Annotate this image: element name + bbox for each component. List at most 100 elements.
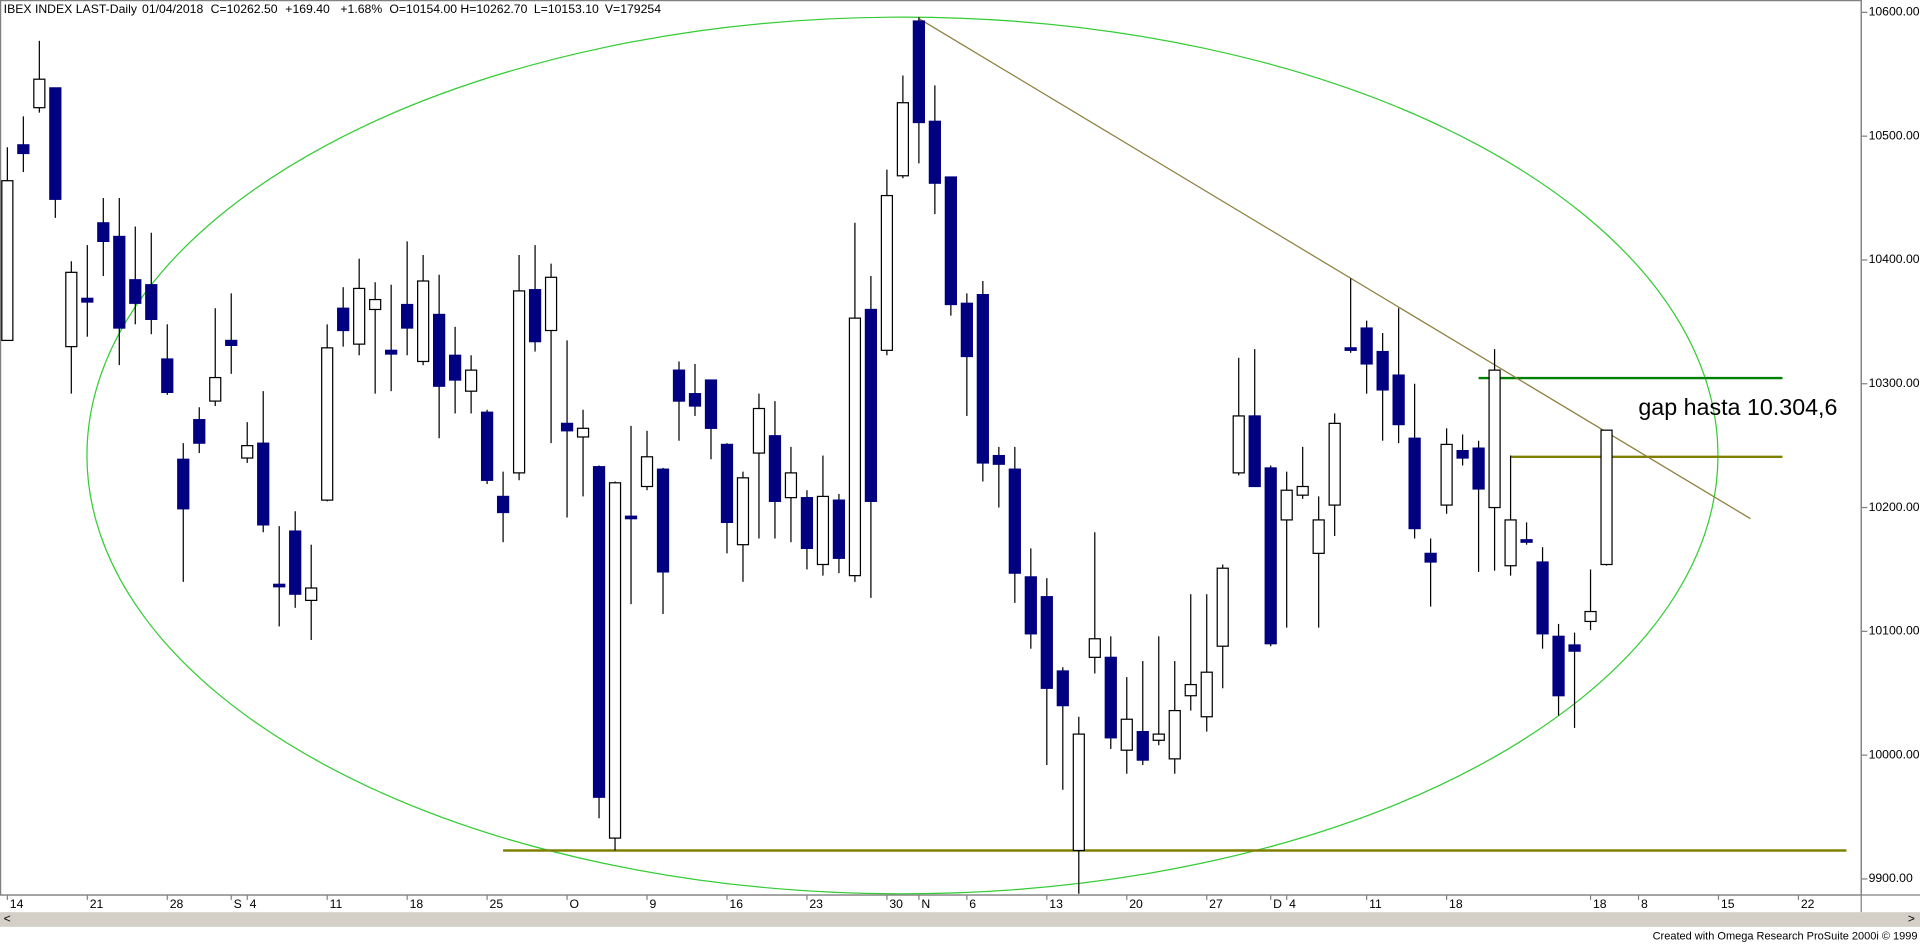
- candle-body: [720, 443, 734, 524]
- candle-body: [1232, 415, 1245, 474]
- y-tick-label: 10200.00: [1869, 500, 1920, 514]
- x-tick-label: 6: [969, 897, 976, 911]
- candle-body: [1552, 635, 1565, 697]
- info-item: L=10153.10: [534, 2, 599, 16]
- candle-body: [1296, 485, 1309, 496]
- candle-body: [1264, 467, 1277, 645]
- candle-body: [1088, 638, 1101, 658]
- candle-body: [1600, 429, 1613, 566]
- candle-body: [832, 499, 846, 559]
- candle-body: [768, 435, 782, 502]
- x-tick-label: 4: [1289, 897, 1296, 911]
- annotation: gap hasta 10.304,6: [1638, 394, 1837, 420]
- info-item: O=10154.00: [389, 2, 457, 16]
- x-tick-label: 18: [1593, 897, 1607, 911]
- candle-body: [1024, 576, 1037, 635]
- candle-body: [640, 456, 654, 488]
- candle-body: [672, 369, 686, 402]
- candle-body: [864, 308, 878, 502]
- candle-body: [417, 280, 430, 363]
- info-item: C=10262.50: [211, 2, 278, 16]
- candle-body: [976, 294, 989, 464]
- candle-body: [65, 271, 78, 348]
- chart-date: 01/04/2018: [142, 2, 203, 16]
- y-tick-label: 10300.00: [1869, 376, 1920, 390]
- candle-body: [528, 289, 542, 343]
- candle-body: [81, 297, 94, 303]
- candle-body: [1216, 567, 1229, 647]
- candle-body: [1248, 415, 1261, 488]
- scroll-right[interactable]: >: [1908, 912, 1915, 926]
- candle-body: [736, 477, 750, 546]
- candle-body: [97, 222, 110, 242]
- x-tick-label: D: [1273, 897, 1282, 911]
- candle-body: [1120, 718, 1133, 751]
- candle-body: [800, 497, 814, 550]
- x-tick-label: 18: [1449, 897, 1463, 911]
- chart-title: IBEX INDEX LAST-Daily: [4, 2, 138, 16]
- candle-body: [960, 302, 973, 358]
- x-tick-label: 25: [490, 897, 504, 911]
- candle-body: [928, 120, 941, 184]
- candle-body: [1168, 709, 1181, 760]
- candle-body: [448, 354, 462, 381]
- candle-body: [1456, 449, 1469, 459]
- candle-body: [1, 180, 14, 342]
- y-tick-label: 10100.00: [1869, 624, 1920, 638]
- candle-body: [1408, 437, 1421, 530]
- candle-body: [656, 468, 670, 573]
- candle-body: [241, 445, 254, 459]
- candle-body: [257, 442, 270, 526]
- candle-body: [209, 376, 222, 402]
- candle-body: [1008, 468, 1021, 574]
- candle-body: [1504, 519, 1517, 567]
- candle-body: [1312, 519, 1325, 554]
- candle-body: [1488, 369, 1501, 509]
- x-tick-label: 13: [1049, 897, 1063, 911]
- candle-body: [1280, 489, 1293, 521]
- candle-body: [816, 495, 830, 566]
- x-tick-label: 21: [90, 897, 104, 911]
- x-tick-label: 16: [729, 897, 743, 911]
- candle-body: [1584, 610, 1597, 623]
- candle-body: [1344, 347, 1357, 351]
- candle-body: [321, 347, 334, 501]
- candle-body: [225, 339, 238, 346]
- candle-body: [1520, 539, 1533, 543]
- candle-body: [880, 194, 894, 351]
- candle-body: [1200, 671, 1213, 718]
- candle-body: [1472, 447, 1485, 490]
- candle-body: [784, 472, 798, 499]
- candle-body: [592, 466, 606, 798]
- candle-body: [912, 20, 926, 124]
- candle-body: [1360, 327, 1373, 365]
- scroll-left[interactable]: <: [4, 912, 11, 926]
- candle-body: [544, 276, 558, 332]
- x-tick-label: 27: [1209, 897, 1223, 911]
- x-tick-label: 15: [1721, 897, 1735, 911]
- candle-body: [1424, 552, 1437, 563]
- candle-body: [1040, 596, 1053, 689]
- x-tick-label: 11: [1369, 897, 1382, 911]
- scrollbar[interactable]: [0, 912, 1920, 927]
- candle-body: [496, 495, 510, 514]
- y-tick-label: 10500.00: [1869, 128, 1920, 142]
- x-tick-label: 18: [410, 897, 424, 911]
- candle-body: [129, 279, 142, 304]
- x-tick-label: 22: [1801, 897, 1815, 911]
- candle-body: [177, 458, 190, 510]
- candle-body: [688, 393, 702, 407]
- candle-body: [401, 303, 414, 329]
- candle-body: [1440, 443, 1453, 506]
- x-tick-label: 11: [330, 897, 343, 911]
- info-item: H=10262.70: [460, 2, 527, 16]
- x-tick-label: 9: [649, 897, 656, 911]
- x-tick-label: 4: [250, 897, 257, 911]
- x-tick-label: S: [234, 897, 242, 911]
- candle-body: [944, 176, 957, 306]
- candle-body: [305, 587, 318, 602]
- x-tick-label: 14: [10, 897, 24, 911]
- y-tick-label: 10400.00: [1869, 252, 1920, 266]
